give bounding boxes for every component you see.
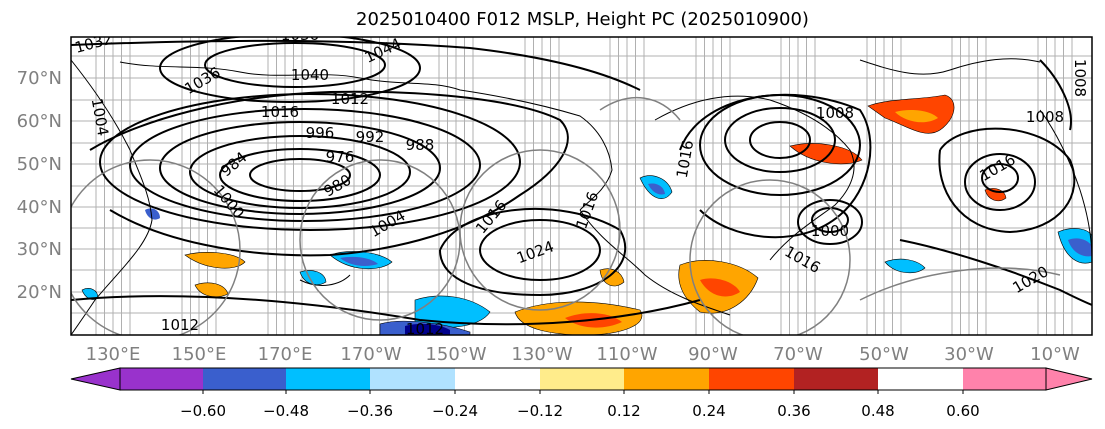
colorbar-bin xyxy=(286,368,370,390)
isobar-label: 1008 xyxy=(1071,59,1089,97)
isobar-label: 996 xyxy=(306,124,335,142)
colorbar-bin xyxy=(624,368,709,390)
coastlines xyxy=(71,58,1092,335)
lat-tick-label: 30°N xyxy=(17,239,62,260)
colorbar-bin xyxy=(963,368,1046,390)
map-frame xyxy=(70,36,1093,336)
isobars xyxy=(71,37,1092,326)
colorbar-bin xyxy=(455,368,540,390)
colorbar-tick-label: −0.60 xyxy=(180,402,226,420)
isobar-label: 1008 xyxy=(1026,108,1064,126)
isobar-label: 1008 xyxy=(816,104,854,122)
lon-tick-label: 50°W xyxy=(859,344,909,365)
colorbar-frame xyxy=(119,367,1047,391)
isobar-label: 976 xyxy=(326,148,355,166)
isobar-label: 1040 xyxy=(291,66,329,84)
lon-tick-label: 70°W xyxy=(773,344,823,365)
lon-tick-label: 90°W xyxy=(688,344,738,365)
lon-tick-label: 130°W xyxy=(511,344,572,365)
lon-tick-label: 130°E xyxy=(86,344,141,365)
isobar-label: 1012 xyxy=(161,316,199,334)
colorbar: −0.60 −0.48 −0.36 −0.24 −0.12 0.12 0.24 0.36 0.4… xyxy=(70,367,1093,420)
isobar-label: 1012 xyxy=(406,320,444,338)
lat-tick-label: 60°N xyxy=(17,111,62,132)
colorbar-tick-label: 0.36 xyxy=(777,402,810,420)
longitude-labels: 130°E 150°E 170°E 170°W 150°W 130°W 110°W 90°W 7… xyxy=(86,344,1080,365)
isobar-label: 1036 xyxy=(281,26,319,44)
lon-tick-label: 170°E xyxy=(258,344,313,365)
isobar-label: 1000 xyxy=(811,222,849,240)
lon-tick-label: 150°W xyxy=(425,344,486,365)
isobar-label: 992 xyxy=(356,128,385,146)
colorbar-tick-label: −0.24 xyxy=(432,402,478,420)
chart-title: 2025010400 F012 MSLP, Height PC (2025010… xyxy=(356,9,809,30)
lat-tick-label: 40°N xyxy=(17,197,62,218)
colorbar-tick-label: −0.36 xyxy=(347,402,393,420)
colorbar-bin xyxy=(370,368,455,390)
colorbar-tick-label: 0.12 xyxy=(607,402,640,420)
colorbar-tick-label: 0.48 xyxy=(861,402,894,420)
colorbar-bin xyxy=(203,368,286,390)
lat-tick-label: 20°N xyxy=(17,282,62,303)
isobar-label: 988 xyxy=(406,136,435,154)
colorbar-bin xyxy=(709,368,794,390)
colorbar-extend-right xyxy=(1045,367,1093,391)
colorbar-tick-label: −0.12 xyxy=(517,402,563,420)
lon-tick-label: 170°W xyxy=(340,344,401,365)
colorbar-bin xyxy=(540,368,624,390)
height-contours xyxy=(71,96,1061,335)
lat-tick-label: 50°N xyxy=(17,154,62,175)
lat-tick-label: 70°N xyxy=(17,68,62,89)
colorbar-extend-left xyxy=(70,367,121,391)
colorbar-tick-label: 0.60 xyxy=(946,402,979,420)
isobar-label: 1016 xyxy=(261,103,299,121)
colorbar-bin xyxy=(120,368,203,390)
latitude-labels: 70°N 60°N 50°N 40°N 30°N 20°N xyxy=(17,68,62,303)
colorbar-tick-label: −0.48 xyxy=(263,402,309,420)
lon-tick-label: 30°W xyxy=(944,344,994,365)
lon-tick-label: 110°W xyxy=(596,344,657,365)
lon-tick-label: 150°E xyxy=(172,344,227,365)
isobar-label: 1012 xyxy=(331,90,369,108)
colorbar-bin xyxy=(794,368,878,390)
colorbar-tick-label: 0.24 xyxy=(692,402,725,420)
lon-tick-label: 10°W xyxy=(1030,344,1080,365)
